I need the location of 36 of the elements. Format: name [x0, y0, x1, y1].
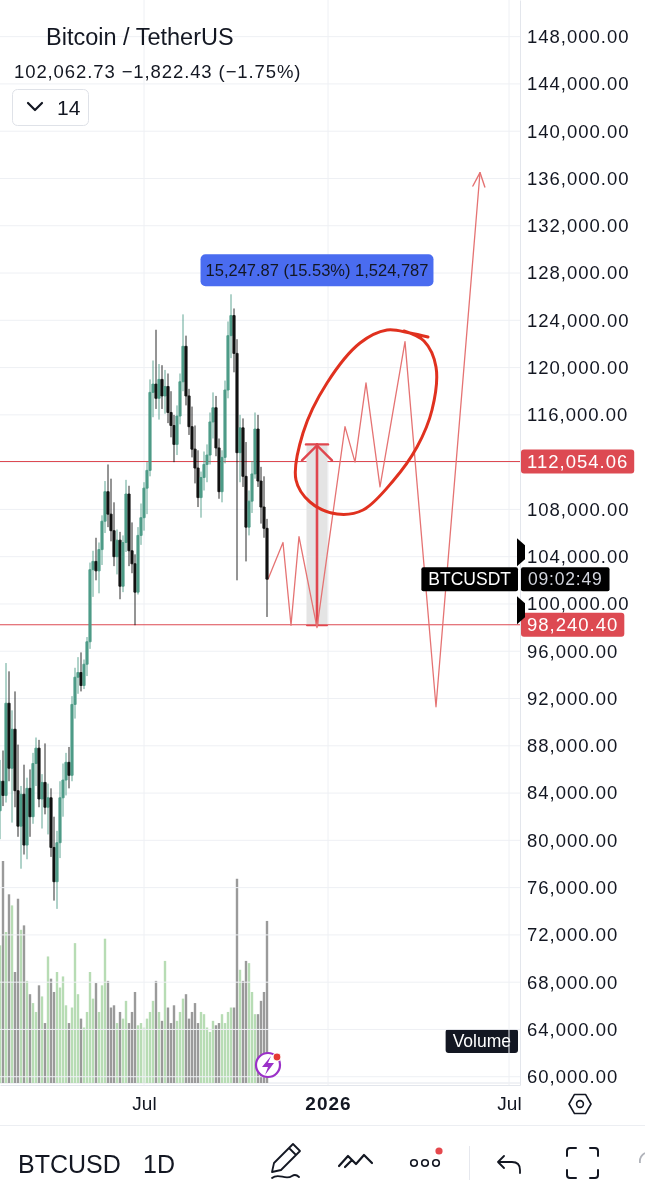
- y-tick-label: 96,000.00: [527, 640, 619, 662]
- text: 1D: [143, 1150, 175, 1178]
- y-tick-label: 76,000.00: [527, 877, 619, 899]
- y-tick-label: 68,000.00: [527, 971, 619, 993]
- ref-line-label: 112,054.06: [527, 450, 629, 472]
- x-tick-label: Jul: [132, 1093, 157, 1115]
- text: Bitcoin / TetherUS: [46, 24, 234, 50]
- y-tick-label: 144,000.00: [527, 73, 630, 95]
- y-tick-label: 64,000.00: [527, 1018, 619, 1040]
- y-tick-label: 120,000.00: [527, 357, 630, 378]
- x-tick-label: 2026: [305, 1093, 352, 1115]
- y-tick-label: 140,000.00: [527, 120, 630, 142]
- y-tick-label: 116,000.00: [527, 404, 629, 426]
- x-tick-label: Jul: [497, 1093, 522, 1115]
- y-tick-label: 148,000.00: [527, 26, 630, 48]
- y-tick-label: 92,000.00: [527, 687, 619, 709]
- ref-line-label: 98,240.40: [527, 614, 619, 636]
- y-tick-label: 124,000.00: [527, 309, 630, 331]
- y-tick-label: 80,000.00: [527, 829, 619, 851]
- annotation: BTCUSDT: [428, 569, 512, 590]
- y-tick-label: 136,000.00: [527, 167, 630, 189]
- y-tick-label: 100,000.00: [527, 593, 630, 615]
- annotation: 14: [57, 96, 81, 119]
- y-tick-label: 104,000.00: [527, 546, 630, 568]
- y-tick-label: 88,000.00: [527, 735, 619, 757]
- y-tick-label: 128,000.00: [527, 262, 630, 284]
- annotation: Volume: [452, 1031, 511, 1052]
- annotation: 15,247.87 (15.53%) 1,524,787: [205, 261, 429, 280]
- y-tick-label: 132,000.00: [527, 215, 630, 237]
- y-tick-label: 84,000.00: [527, 782, 619, 804]
- text: 102,062.73 −1,822.43 (−1.75%): [14, 61, 302, 82]
- text: 09:02:49: [528, 569, 603, 590]
- text: BTCUSD: [18, 1150, 121, 1178]
- y-tick-label: 72,000.00: [527, 924, 619, 946]
- y-tick-label: 60,000.00: [527, 1066, 619, 1088]
- y-tick-label: 108,000.00: [527, 498, 630, 520]
